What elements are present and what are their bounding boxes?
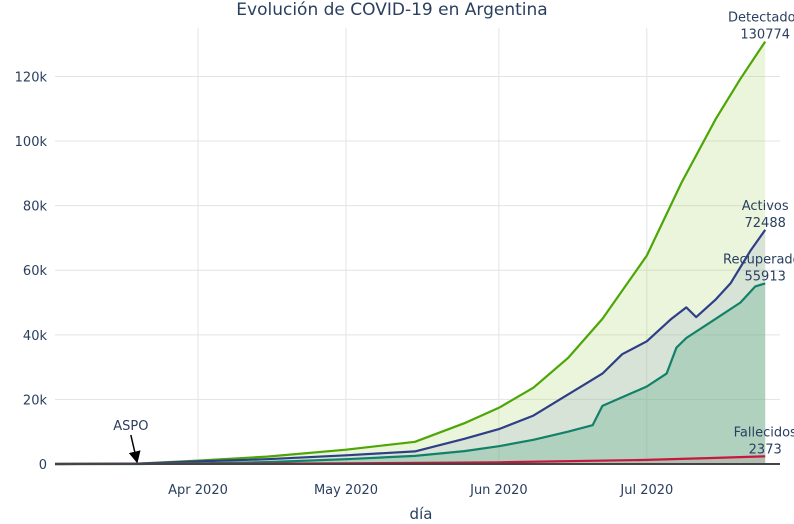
series-label-activos: Activos: [742, 199, 789, 214]
series-area-detectados: [55, 41, 766, 464]
series-label-fallecidos: Fallecidos: [734, 425, 794, 440]
y-tick-label: 40k: [23, 329, 48, 344]
series-lines: [54, 40, 780, 466]
y-tick-label: 0: [39, 458, 47, 473]
series-value-detectados: 130774: [740, 28, 790, 43]
x-tick-label: May 2020: [314, 483, 378, 498]
x-tick-label: Jun 2020: [469, 483, 528, 498]
series-label-recuperados: Recuperados: [723, 252, 794, 267]
series-area-fallecidos: [55, 456, 766, 464]
series-label-detectados: Detectados: [728, 11, 794, 26]
series-value-activos: 72488: [745, 216, 786, 231]
chart-title: Evolución de COVID-19 en Argentina: [236, 0, 547, 20]
y-tick-label: 60k: [23, 264, 48, 279]
y-tick-label: 80k: [23, 200, 48, 215]
y-tick-label: 100k: [15, 135, 48, 150]
series-line-activos: [54, 229, 767, 466]
y-tick-label: 20k: [23, 393, 48, 408]
y-axis-ticks: 0 20k 40k 60k 80k 100k 120k: [15, 70, 48, 473]
grid: [55, 28, 780, 464]
series-line-recuperados: [55, 282, 766, 466]
x-axis-title: día: [410, 505, 433, 523]
x-tick-label: Jul 2020: [619, 483, 673, 498]
annotation-arrow: [128, 434, 141, 464]
series-labels: Detectados 130774 Activos 72488 Recuperados 5…: [723, 11, 794, 458]
series-line-detectados: [54, 40, 767, 466]
y-tick-label: 120k: [15, 70, 48, 85]
x-axis-ticks: Apr 2020 May 2020 Jun 2020 Jul 2020: [168, 483, 673, 498]
annotations: ASPO: [113, 419, 148, 464]
annotation-label: ASPO: [113, 419, 148, 434]
series-value-fallecidos: 2373: [749, 442, 782, 457]
series-value-recuperados: 55913: [745, 269, 786, 284]
series-area-activos: [55, 229, 766, 464]
series-area-recuperados: [55, 283, 766, 464]
x-tick-label: Apr 2020: [168, 483, 228, 498]
series-fills: [55, 41, 766, 464]
